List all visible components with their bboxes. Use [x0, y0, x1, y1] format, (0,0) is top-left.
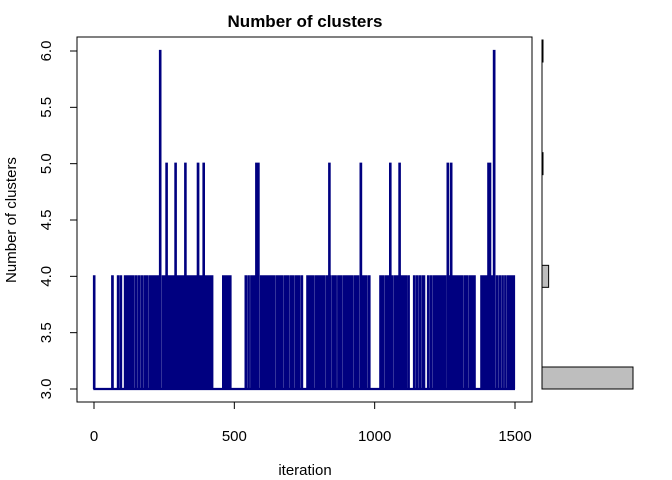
histogram-bar [541, 152, 544, 176]
y-axis: 3.0 3.5 4.0 4.5 5.0 5.5 6.0 [38, 41, 78, 400]
x-tick-label: 0 [90, 428, 98, 445]
histogram [541, 39, 634, 390]
y-tick-label: 4.0 [38, 266, 55, 287]
y-axis-label: Number of clusters [3, 157, 20, 283]
x-axis-label: iteration [278, 462, 331, 479]
x-tick-label: 1500 [498, 428, 531, 445]
y-tick-label: 5.0 [38, 153, 55, 174]
x-tick-label: 500 [222, 428, 247, 445]
histogram-bar [541, 366, 634, 390]
y-tick-label: 5.5 [38, 97, 55, 118]
x-axis: 0 500 1000 1500 [90, 401, 532, 445]
histogram-bar [541, 39, 544, 63]
y-tick-label: 3.5 [38, 322, 55, 343]
x-tick-label: 1000 [358, 428, 391, 445]
histogram-bar [541, 264, 550, 288]
y-tick-label: 6.0 [38, 41, 55, 62]
series-line [92, 49, 516, 391]
y-tick-label: 4.5 [38, 210, 55, 231]
y-tick-label: 3.0 [38, 379, 55, 400]
chart-title: Number of clusters [228, 12, 383, 31]
